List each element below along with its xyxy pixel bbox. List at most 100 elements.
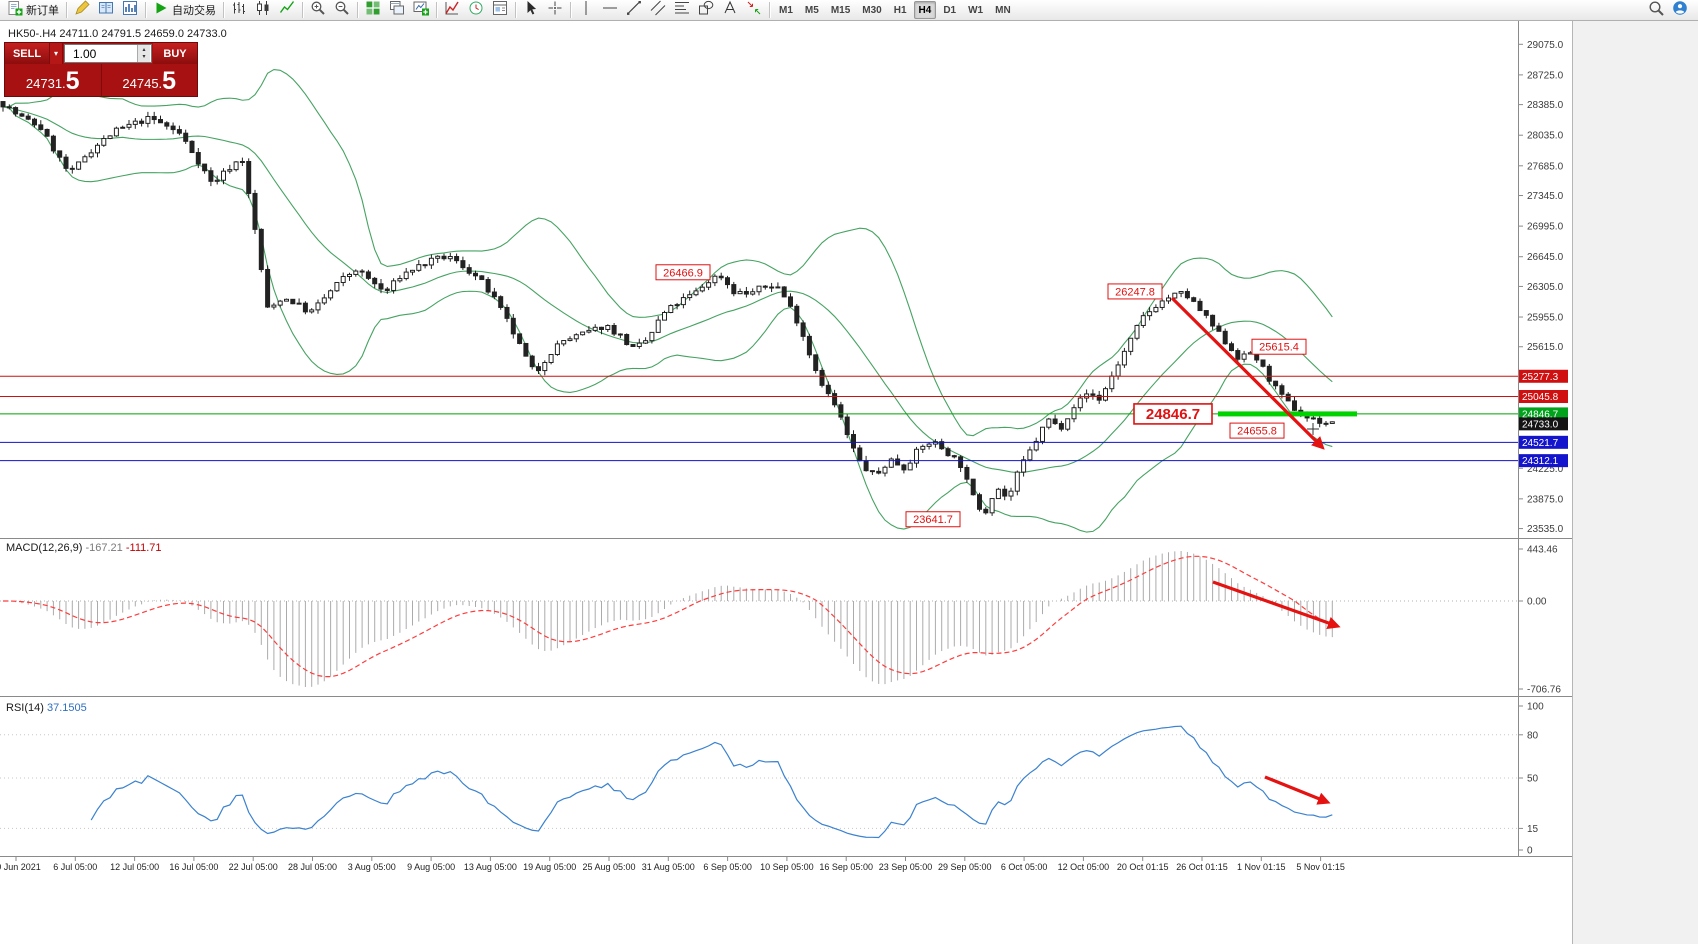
time-axis-label: 12 Oct 05:00 [1058,862,1110,872]
trend-arrow[interactable] [1264,775,1331,805]
price-annotation-label[interactable]: 26466.9 [655,264,711,281]
zoom-out-button[interactable] [331,1,353,19]
volume-spinner[interactable]: ▴ ▾ [137,45,150,62]
vertical-line-button[interactable] [575,0,597,19]
volume-input[interactable]: 1.00 ▴ ▾ [64,44,152,63]
metaeditor-button[interactable] [71,0,93,19]
toolbar-separator [357,2,358,18]
toolbar-button-label: M1 [779,4,793,16]
crosshair-button[interactable] [544,1,566,19]
rsi-axis-label: 100 [1527,702,1544,713]
shapes-button[interactable] [695,0,717,19]
toolbar-button-label: M5 [804,4,819,16]
svg-text:28035.0: 28035.0 [1527,131,1564,142]
arrows-button[interactable] [743,1,765,19]
time-axis-label: 28 Jul 05:00 [288,862,337,872]
rsi-axis-label: 50 [1527,774,1539,785]
periods-button[interactable] [465,1,487,19]
macd-signal-line [2,555,1333,678]
price-annotation-label[interactable]: 26247.8 [1107,283,1163,300]
time-axis-label: 10 Sep 05:00 [760,862,814,872]
trend-arrow[interactable] [1212,580,1341,630]
bar-chart-button[interactable] [228,1,250,19]
chart-canvas[interactable]: 26466.9 26247.8 25615.4 24846.7 24655.8 23641… [0,21,1698,944]
sell-price-main: 24731. [25,76,66,91]
timeframe-d1[interactable]: D1 [938,1,961,19]
community-button[interactable] [1669,0,1691,21]
svg-text:24733.0: 24733.0 [1522,419,1559,430]
rsi-indicator-label: RSI(14) 37.1505 [6,702,87,714]
svg-text:26645.0: 26645.0 [1527,252,1564,263]
equidistant-channel-button[interactable] [647,0,669,19]
price-annotation-label[interactable]: 24655.8 [1229,422,1285,439]
templates-button[interactable] [489,0,511,19]
timeframe-m15[interactable]: M15 [826,1,855,19]
bollinger-bands [2,68,1333,533]
price-tag: 24521.7 [1519,435,1568,449]
price-annotation-label[interactable]: 23641.7 [905,511,961,528]
data-window-button[interactable] [119,0,141,19]
time-axis-label: 6 Sep 05:00 [703,862,752,872]
timeframe-m5[interactable]: M5 [800,1,824,19]
price-axis[interactable]: 29075.0 28725.0 28385.0 28035.0 27685.0 27345… [1518,40,1568,857]
time-axis-label: 20 Oct 01:15 [1117,862,1169,872]
spinner-down-icon[interactable]: ▾ [142,53,146,60]
sell-button[interactable]: SELL [5,43,49,64]
svg-text:29075.0: 29075.0 [1527,40,1564,51]
time-axis[interactable]: 30 Jun 2021 6 Jul 05:00 12 Jul 05:00 16 Jul… [0,856,1345,872]
candlestick-chart-button[interactable] [252,0,274,19]
fibonacci-button[interactable] [671,1,693,19]
timeframe-h1[interactable]: H1 [889,1,912,19]
buy-price[interactable]: 24745. 5 [100,64,198,96]
price-tag: 25045.8 [1519,390,1568,404]
fibo-icon [674,0,690,21]
trendline-button[interactable] [623,0,645,19]
svg-text:24846.7: 24846.7 [1146,406,1200,423]
new-order-button[interactable]: 新订单 [4,0,62,21]
time-axis-label: 13 Aug 05:00 [464,862,517,872]
tile-windows-button[interactable] [362,1,384,19]
time-axis-label: 31 Aug 05:00 [642,862,695,872]
rsi-axis-label: 0 [1527,846,1533,857]
spinner-up-icon[interactable]: ▴ [142,46,146,53]
timeframe-m1[interactable]: M1 [774,1,798,19]
timeframe-m30[interactable]: M30 [857,1,886,19]
rsi-axis-label: 80 [1527,730,1539,741]
time-axis-label: 3 Aug 05:00 [348,862,396,872]
macd-axis-label: -706.76 [1527,685,1561,696]
hline-icon [602,0,618,21]
price-annotation-label[interactable]: 24846.7 [1133,403,1213,425]
toolbar-button-label: D1 [943,4,957,16]
trade-options-caret[interactable]: ▾ [49,43,63,64]
line-chart-button[interactable] [276,0,298,19]
macd-signal-value: -111.71 [125,542,162,554]
time-axis-label: 12 Jul 05:00 [110,862,159,872]
text-button[interactable] [719,0,741,19]
trend-arrow[interactable] [1170,296,1325,450]
search-button[interactable] [1645,0,1667,19]
buy-button[interactable]: BUY [153,43,197,64]
horizontal-line-button[interactable] [599,1,621,19]
user-circle-icon [1672,0,1688,21]
price-annotation-label[interactable]: 25615.4 [1251,338,1307,355]
market-watch-button[interactable] [95,1,117,19]
candlestick-series [0,101,1335,516]
doc-plus-icon [7,0,23,21]
indicators-button[interactable] [441,1,463,19]
cascade-windows-button[interactable] [386,0,408,19]
sell-price[interactable]: 24731. 5 [5,64,101,96]
timeframe-w1[interactable]: W1 [963,1,988,19]
zoom-in-button[interactable] [307,1,329,19]
cursor-button[interactable] [520,0,542,19]
svg-text:28725.0: 28725.0 [1527,70,1564,81]
timeframe-h4[interactable]: H4 [913,1,937,19]
svg-text:26305.0: 26305.0 [1527,282,1564,293]
svg-text:24521.7: 24521.7 [1522,438,1559,449]
auto-trading-button[interactable]: 自动交易 [150,1,219,19]
svg-text:27685.0: 27685.0 [1527,161,1564,172]
trade-panel-controls: SELL ▾ 1.00 ▴ ▾ BUY [5,43,197,64]
timeframe-mn[interactable]: MN [990,1,1016,19]
trade-panel-prices: 24731. 5 24745. 5 [5,64,197,96]
buy-price-pip: 5 [162,67,177,95]
new-chart-button[interactable] [410,1,432,19]
